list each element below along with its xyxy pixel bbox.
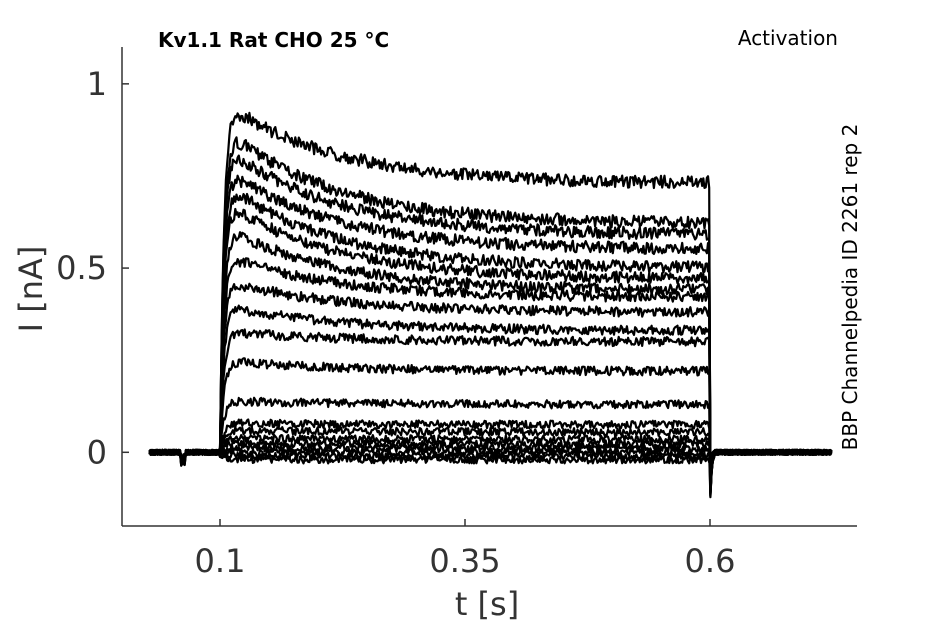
x-axis-label: t [s] <box>455 585 519 623</box>
chart-title-right: Activation <box>738 26 838 50</box>
current-trace <box>148 448 833 465</box>
y-tick-label: 1 <box>87 65 107 103</box>
x-tick-label: 0.6 <box>685 542 736 580</box>
y-tick-label: 0 <box>87 433 107 471</box>
side-annotation: BBP Channelpedia ID 2261 rep 2 <box>838 124 862 451</box>
x-tick-label: 0.1 <box>195 542 246 580</box>
x-tick-label: 0.35 <box>429 542 500 580</box>
y-tick-label: 0.5 <box>56 249 107 287</box>
chart-title: Kv1.1 Rat CHO 25 °C <box>158 28 389 52</box>
y-axis-label: I [nA] <box>12 246 50 333</box>
tick-group: 0.1 0.35 0.6 0 0.5 1 <box>56 65 735 580</box>
traces-group <box>148 111 833 499</box>
